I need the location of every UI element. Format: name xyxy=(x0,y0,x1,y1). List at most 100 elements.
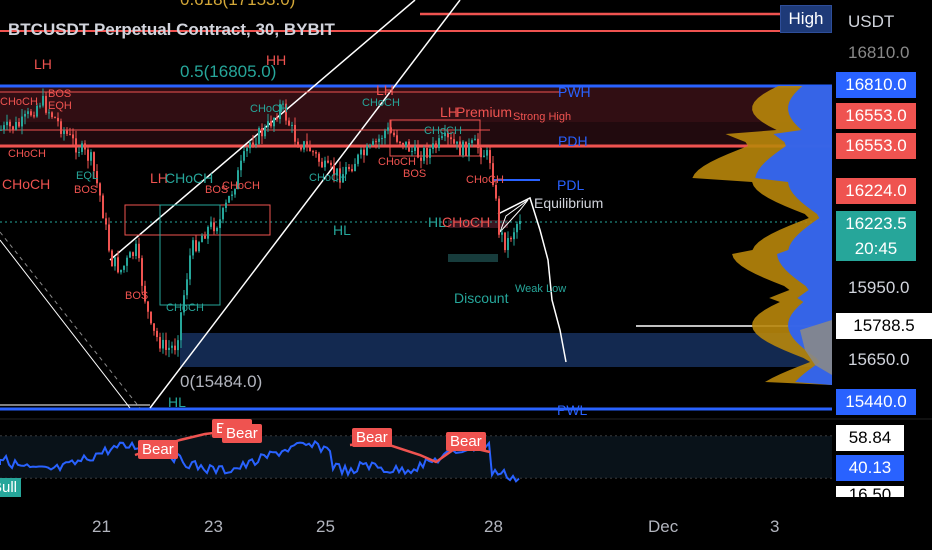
projection-triangle xyxy=(499,199,529,233)
candle-body xyxy=(330,162,332,166)
eqh-label: EQH xyxy=(48,100,72,112)
candle-body xyxy=(252,142,254,145)
candle-body xyxy=(333,165,335,176)
candle-body xyxy=(141,258,143,286)
candle-body xyxy=(420,157,422,161)
choch-label-5: CHoCH xyxy=(362,97,400,109)
candle-body xyxy=(243,151,245,161)
candle-body xyxy=(183,295,185,313)
candle-body xyxy=(408,141,410,152)
candle-body xyxy=(234,189,236,195)
candle-body xyxy=(414,146,416,151)
candle-body xyxy=(306,141,308,145)
volume-profile-blue xyxy=(755,86,832,385)
candle-body xyxy=(465,141,467,157)
candle-body xyxy=(435,143,437,149)
date-label-23: 23 xyxy=(204,517,223,536)
weak-low-label: Weak Low xyxy=(515,283,567,295)
price-tag-equilibrium: 16224.0 xyxy=(836,178,916,204)
lh-label-1: LH xyxy=(34,56,52,72)
candle-body xyxy=(369,144,371,147)
bear-label-1: Bear xyxy=(138,440,178,459)
candle-body xyxy=(159,337,161,349)
candle-body xyxy=(144,285,146,302)
candle-body xyxy=(345,166,347,175)
chart-title: BTCUSDT Perpetual Contract, 30, BYBIT xyxy=(8,20,335,39)
candle-body xyxy=(138,243,140,259)
candle-body xyxy=(45,95,47,113)
volume-profile-grey xyxy=(800,320,832,375)
premium-label: Premium xyxy=(456,104,513,120)
candle-body xyxy=(456,141,458,144)
bear-label-4: Bear xyxy=(352,428,392,447)
fib-0618-label: 0.618(17153.0) xyxy=(180,0,295,10)
candle-body xyxy=(261,128,263,137)
candle-body xyxy=(459,141,461,156)
candle-body xyxy=(477,138,479,149)
channel-line-2 xyxy=(149,0,461,409)
candle-body xyxy=(285,103,287,121)
candle-body xyxy=(219,219,221,228)
candle-body xyxy=(489,150,491,164)
candle-body xyxy=(492,163,494,185)
date-label-dec: Dec xyxy=(648,517,679,536)
candle-body xyxy=(162,339,164,349)
price-tag-pwl: 15440.0 xyxy=(836,389,916,415)
bear-label-3: Bear xyxy=(222,424,262,443)
candle-body xyxy=(90,152,92,161)
hl-label-3: HL xyxy=(168,394,186,410)
candle-body xyxy=(498,198,500,235)
candle-body xyxy=(246,148,248,152)
discount-zone xyxy=(180,333,832,367)
candle-body xyxy=(216,227,218,232)
candle-body xyxy=(108,224,110,251)
candle-body xyxy=(291,124,293,126)
candle-body xyxy=(360,149,362,155)
candle-body xyxy=(15,122,17,130)
price-tag-white: 15788.5 xyxy=(836,313,932,339)
candle-body xyxy=(372,141,374,145)
candle-body xyxy=(225,202,227,209)
candle-body xyxy=(501,232,503,235)
bos-label-5: BOS xyxy=(48,88,72,100)
candle-body xyxy=(444,132,446,137)
candle-body xyxy=(441,136,443,139)
candle-body xyxy=(468,142,470,157)
candle-body xyxy=(507,238,509,251)
candle-body xyxy=(123,265,125,270)
candle-body xyxy=(312,151,314,153)
fib-05-label: 0.5(16805.0) xyxy=(180,62,277,81)
candle-body xyxy=(309,144,311,152)
candle-body xyxy=(129,252,131,258)
candle-body xyxy=(30,111,32,116)
candle-body xyxy=(180,312,182,341)
bos-label-1: BOS xyxy=(74,184,98,196)
candle-body xyxy=(339,168,341,183)
candle-body xyxy=(231,194,233,196)
candle-body xyxy=(255,143,257,145)
projection-path xyxy=(497,196,567,363)
candle-body xyxy=(270,121,272,127)
hl-label-2: HL xyxy=(428,214,446,230)
candle-body xyxy=(126,257,128,266)
candle-body xyxy=(363,149,365,156)
candle-body xyxy=(75,138,77,153)
candle-body xyxy=(63,130,65,134)
candle-body xyxy=(24,113,26,117)
candle-body xyxy=(303,141,305,150)
candle-body xyxy=(426,147,428,158)
candle-body xyxy=(114,257,116,267)
dashed-diagonal xyxy=(0,231,141,409)
ob-box-2 xyxy=(159,204,221,306)
candle-body xyxy=(210,222,212,227)
ob-box-3 xyxy=(389,119,481,157)
bos-label-2: BOS xyxy=(125,290,149,302)
high-button[interactable]: High xyxy=(780,5,832,33)
choch-label-9: CHoCH xyxy=(466,174,504,186)
candle-body xyxy=(240,160,242,171)
candle-body xyxy=(132,252,134,256)
price-tag-current: 16223.5 xyxy=(836,211,916,236)
candle-body xyxy=(378,138,380,142)
candle-body xyxy=(375,141,377,143)
